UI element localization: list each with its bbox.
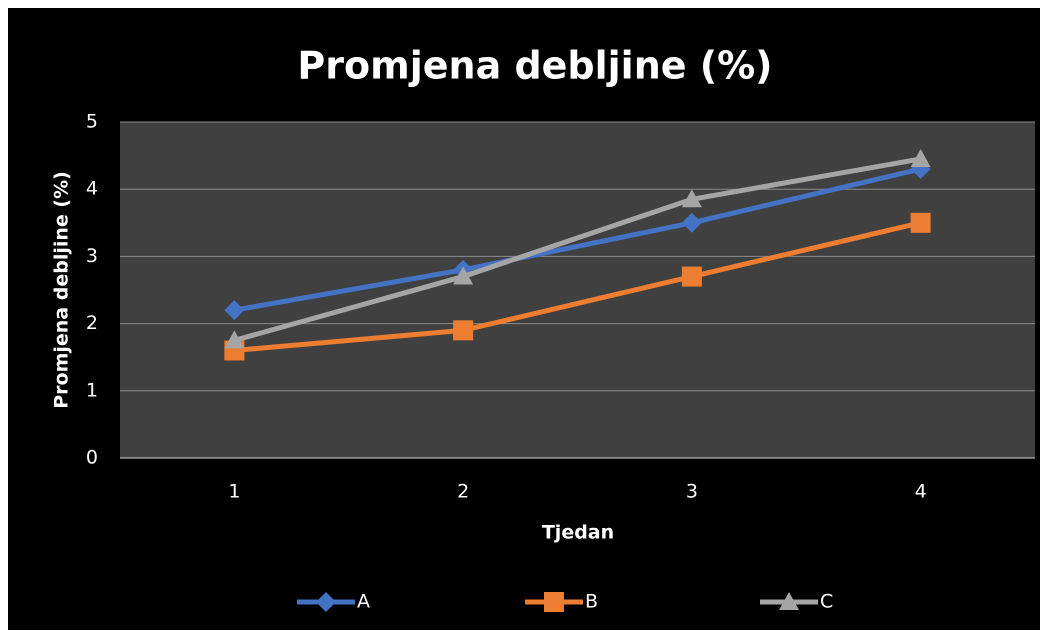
series-line: [233, 166, 922, 313]
marker: [224, 330, 245, 349]
chart-title: Promjena debljine (%): [297, 44, 772, 88]
series-line: [233, 156, 922, 343]
series-line: [234, 220, 922, 353]
marker: [681, 212, 702, 233]
marker: [681, 266, 702, 287]
marker: [453, 320, 474, 341]
marker: [316, 592, 336, 612]
marker: [681, 189, 702, 208]
y-tick-label: 2: [86, 312, 98, 334]
x-axis-title: Tjedan: [542, 522, 614, 544]
marker: [544, 592, 564, 612]
x-tick-label: 4: [915, 481, 927, 503]
marker: [910, 212, 931, 233]
marker: [779, 592, 799, 610]
marker: [910, 148, 931, 167]
y-tick-label: 0: [86, 447, 98, 469]
marker: [224, 300, 245, 321]
legend-label: C: [820, 591, 833, 613]
y-tick-label: 1: [86, 379, 98, 401]
legend-label: B: [585, 591, 598, 613]
x-tick-label: 1: [228, 481, 240, 503]
legend-label: A: [357, 591, 370, 613]
x-tick-label: 2: [457, 481, 469, 503]
y-tick-label: 5: [86, 111, 98, 133]
marker: [453, 266, 474, 285]
y-tick-label: 3: [86, 245, 98, 267]
y-tick-label: 4: [86, 178, 98, 200]
y-axis-title: Promjena debljine (%): [51, 171, 73, 409]
x-tick-label: 3: [686, 481, 698, 503]
